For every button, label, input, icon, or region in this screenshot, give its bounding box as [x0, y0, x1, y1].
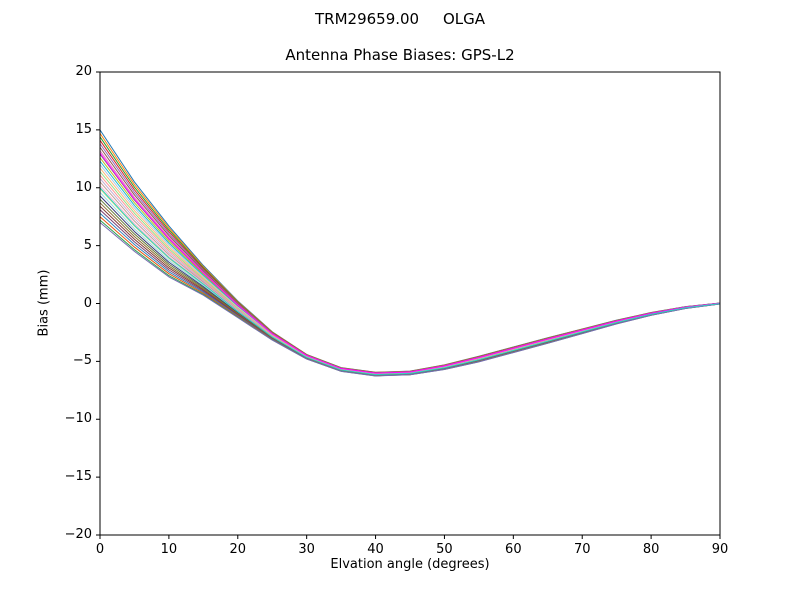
x-tick-label: 10 [160, 542, 178, 557]
series-line [99, 150, 721, 374]
y-tick-label: 0 [83, 295, 92, 311]
y-tick-label: −20 [64, 527, 92, 542]
x-tick-label: 70 [573, 542, 591, 557]
x-tick-label: 30 [298, 542, 315, 557]
series-line [99, 221, 721, 377]
y-tick-label: −15 [64, 469, 92, 485]
figure-suptitle: TRM29659.00 OLGA [315, 10, 485, 28]
x-tick-label: 20 [229, 542, 247, 557]
series-line [99, 212, 721, 377]
series-line [99, 187, 721, 376]
x-tick-label: 90 [711, 542, 729, 557]
series-line [99, 153, 721, 374]
series-line [99, 146, 721, 374]
x-tick-label: 40 [367, 542, 384, 557]
series-line [99, 195, 721, 376]
series-line [99, 152, 721, 374]
axes-box [99, 71, 721, 536]
series-line [99, 219, 721, 377]
x-axis-label: Elvation angle (degrees) [330, 557, 490, 572]
series-line [99, 132, 721, 373]
series-line [99, 216, 721, 377]
series-line [99, 184, 721, 375]
x-tick-label: 0 [95, 542, 105, 557]
series-line [99, 209, 721, 376]
series-line [99, 129, 721, 373]
y-tick-label: 15 [75, 121, 92, 137]
y-tick-label: 10 [75, 179, 92, 195]
axes-title: Antenna Phase Biases: GPS-L2 [285, 46, 515, 64]
y-tick-label: −5 [72, 353, 92, 369]
series-line [99, 205, 721, 376]
x-tick-label: 80 [642, 542, 660, 557]
y-tick-label: 20 [75, 64, 92, 79]
x-tick-label: 60 [505, 542, 522, 557]
y-tick-label: 5 [83, 237, 92, 253]
x-tick-label: 50 [436, 542, 453, 557]
y-tick-label: −10 [64, 411, 92, 427]
